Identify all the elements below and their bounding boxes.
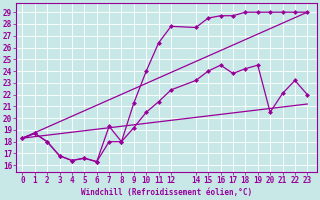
X-axis label: Windchill (Refroidissement éolien,°C): Windchill (Refroidissement éolien,°C)	[81, 188, 252, 197]
